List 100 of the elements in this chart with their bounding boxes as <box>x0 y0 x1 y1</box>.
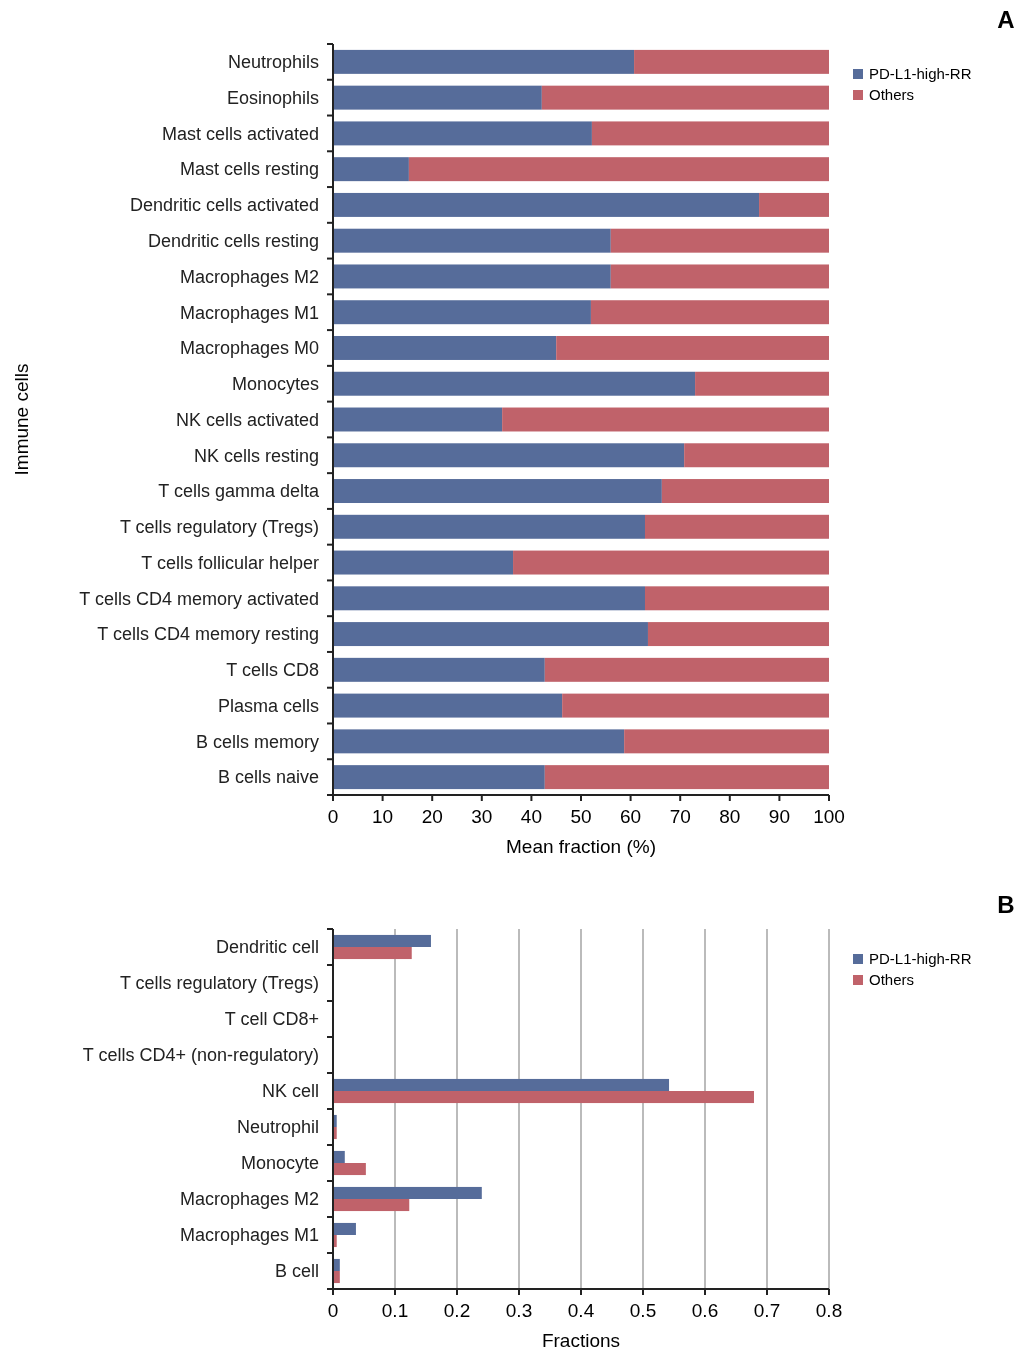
bar <box>333 586 645 611</box>
y-tick-label: T cells CD4 memory resting <box>97 624 319 645</box>
bar <box>333 1078 670 1091</box>
bar <box>333 934 431 947</box>
bar <box>333 49 635 74</box>
y-tick-label: Macrophages M1 <box>179 302 319 323</box>
y-tick-label: T cells follicular helper <box>141 552 319 573</box>
bar <box>333 657 545 682</box>
bar <box>333 514 645 539</box>
bar <box>333 622 648 647</box>
bar <box>661 479 829 503</box>
y-tick-label: Dendritic cells activated <box>129 195 319 216</box>
bar <box>695 371 829 396</box>
x-tick-label: 0.3 <box>505 1300 533 1321</box>
bar <box>333 1150 345 1163</box>
y-tick-label: T cells CD4+ (non-regulatory) <box>82 1045 319 1066</box>
x-tick-label: 0.2 <box>443 1300 471 1321</box>
bar <box>684 443 829 468</box>
y-tick-label: Eosinophils <box>226 87 319 108</box>
x-tick-label: 0.4 <box>567 1300 595 1321</box>
x-tick-label: 30 <box>471 806 493 827</box>
x-tick-label: 60 <box>620 806 642 827</box>
y-tick-label: NK cells activated <box>175 409 319 430</box>
y-tick-label: T cells gamma delta <box>158 481 320 502</box>
bar <box>408 157 829 182</box>
text: B <box>997 891 1015 918</box>
x-tick-label: 10 <box>372 806 394 827</box>
bar <box>333 765 545 790</box>
x-tick-label: 90 <box>768 806 790 827</box>
x-tick-label: 100 <box>813 806 845 827</box>
y-tick-label: Mast cells activated <box>161 123 319 144</box>
bar <box>333 550 514 575</box>
bar <box>502 407 829 432</box>
x-axis-title: Mean fraction (%) <box>506 836 656 857</box>
bar <box>513 550 829 575</box>
bar <box>544 765 829 790</box>
bar <box>333 300 591 325</box>
y-tick-label: Macrophages M2 <box>179 1189 319 1210</box>
bar <box>634 49 829 74</box>
bar <box>644 514 829 539</box>
text: A <box>997 6 1015 33</box>
y-tick-label: T cells CD8 <box>226 660 319 681</box>
x-tick-label: 40 <box>520 806 542 827</box>
y-tick-label: Plasma cells <box>217 695 319 716</box>
y-tick-label: Macrophages M2 <box>179 266 319 287</box>
y-tick-label: NK cells resting <box>193 445 319 466</box>
x-axis-title: Fractions <box>541 1330 621 1351</box>
y-tick-label: T cells regulatory (Tregs) <box>119 973 319 994</box>
y-tick-label: Neutrophils <box>227 52 319 73</box>
bar <box>759 192 829 217</box>
y-tick-label: T cells CD4 memory activated <box>79 588 319 609</box>
y-tick-label: B cells memory <box>195 731 319 752</box>
y-tick-label: Neutrophil <box>236 1117 319 1138</box>
y-tick-label: B cells naive <box>217 767 319 788</box>
bar <box>541 85 829 110</box>
bar <box>333 264 611 289</box>
x-tick-label: 80 <box>719 806 741 827</box>
y-tick-label: T cell CD8+ <box>224 1009 319 1030</box>
x-tick-label: 0 <box>327 1300 339 1321</box>
bar <box>333 443 685 468</box>
y-tick-label: Monocytes <box>231 374 319 395</box>
bar <box>333 121 592 146</box>
bar <box>647 622 829 647</box>
y-tick-label: Macrophages M0 <box>179 338 319 359</box>
y-tick-label: Macrophages M1 <box>179 1225 319 1246</box>
bar <box>333 336 557 360</box>
x-tick-label: 0 <box>327 806 339 827</box>
bar <box>333 1163 366 1176</box>
bar <box>333 1222 356 1235</box>
x-tick-label: 0.5 <box>629 1300 657 1321</box>
bar <box>591 121 829 146</box>
bar <box>562 693 829 718</box>
bar <box>333 228 611 253</box>
bar <box>624 729 829 754</box>
x-tick-label: 0.1 <box>381 1300 409 1321</box>
y-tick-label: Mast cells resting <box>179 159 319 180</box>
x-tick-label: 70 <box>669 806 691 827</box>
x-tick-label: 0.7 <box>753 1300 781 1321</box>
bar <box>333 1091 754 1104</box>
y-axis-title: Immune cells <box>11 363 32 476</box>
legend-label: PD-L1-high-RR <box>869 65 972 83</box>
y-tick-label: NK cell <box>261 1081 319 1102</box>
bar <box>610 228 829 253</box>
x-tick-label: 20 <box>421 806 443 827</box>
y-tick-label: B cell <box>274 1261 319 1282</box>
bar <box>333 157 409 182</box>
legend-label: PD-L1-high-RR <box>869 950 972 968</box>
y-tick-label: Monocyte <box>240 1153 319 1174</box>
bar <box>590 300 829 325</box>
bar <box>333 693 563 718</box>
bar <box>644 586 829 611</box>
bar <box>333 729 625 754</box>
y-tick-label: T cells regulatory (Tregs) <box>119 517 319 538</box>
bar <box>333 479 662 503</box>
legend-label: Others <box>869 86 915 104</box>
bar <box>333 1186 482 1199</box>
bar <box>333 371 696 396</box>
y-tick-label: Dendritic cell <box>215 937 319 958</box>
bar <box>333 947 412 960</box>
bar <box>556 336 829 360</box>
